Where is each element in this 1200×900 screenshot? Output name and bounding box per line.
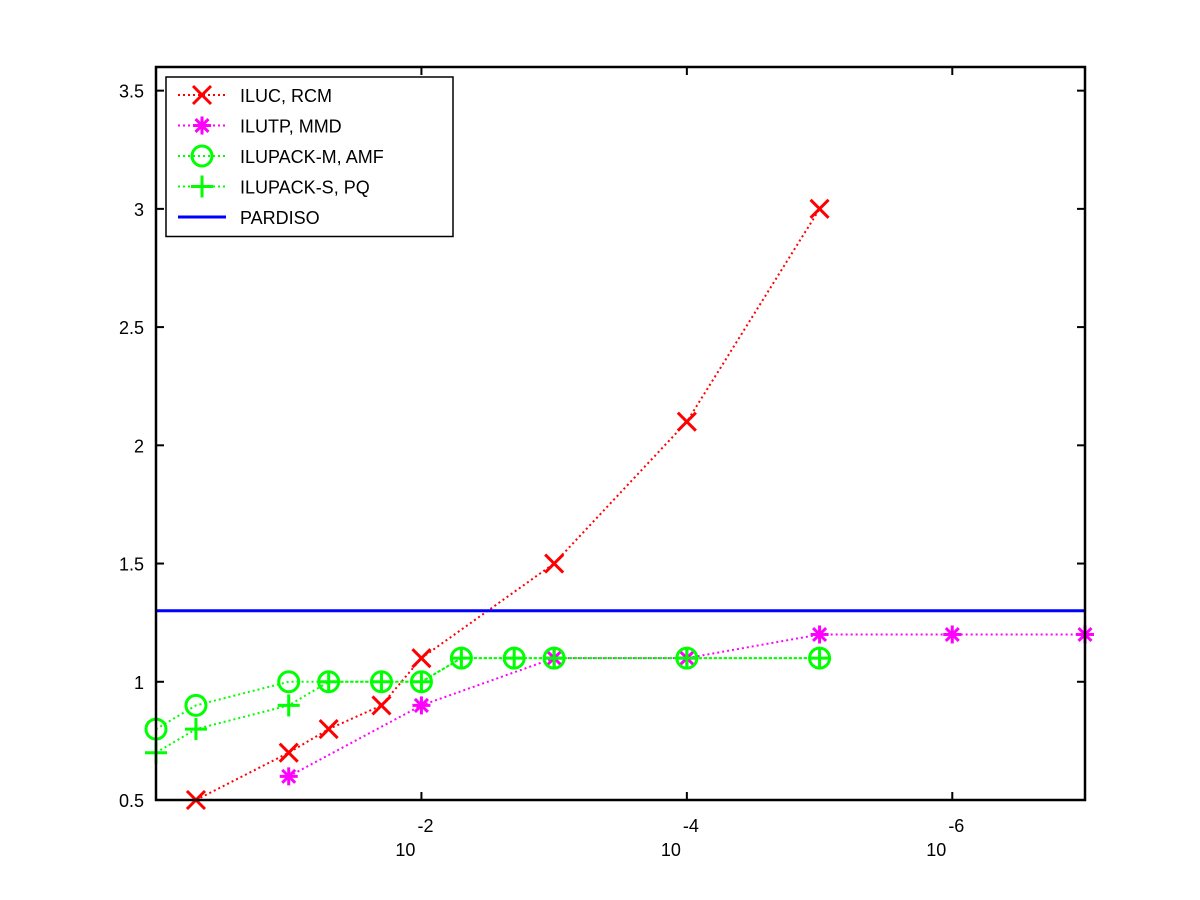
x-tick-label: 10-2 [395, 816, 433, 860]
series-line-iluc-rcm [195, 208, 821, 801]
legend-item: PARDISO [178, 208, 320, 228]
data-point-ilupack-s-pq [317, 670, 340, 693]
y-tick-label: 2 [134, 436, 144, 456]
y-tick-label: 1.5 [119, 555, 144, 575]
series-ilupack-s-pq [145, 647, 831, 764]
legend-item: ILUPACK-S, PQ [178, 175, 370, 198]
data-point-iluc-rcm [809, 198, 830, 219]
x-tick-exponent: -4 [683, 816, 699, 836]
data-point-ilutp-mmd [279, 767, 298, 786]
y-tick-label: 3.5 [119, 82, 144, 102]
legend-item: ILUTP, MMD [178, 116, 342, 137]
y-tick-label: 2.5 [119, 318, 144, 338]
legend-label: ILUTP, MMD [240, 117, 342, 137]
data-point-iluc-rcm [411, 648, 432, 669]
data-point-ilupack-s-pq [675, 647, 698, 670]
x-tick-label: 10-4 [661, 816, 699, 860]
data-point-ilupack-s-pq [277, 694, 300, 717]
legend: ILUC, RCM ILUTP, MMD ILUPACK-M, AMF ILUPACK… [165, 76, 454, 238]
plot-frame [154, 65, 1087, 802]
data-point-iluc-rcm [676, 411, 697, 432]
legend-marker [190, 144, 214, 168]
data-point-ilupack-s-pq [543, 647, 566, 670]
x-tick-exponent: -6 [948, 816, 964, 836]
legend-item: ILUC, RCM [178, 84, 332, 106]
x-tick-exponent: -2 [417, 816, 433, 836]
x-tick-base: 10 [395, 840, 415, 860]
data-point-ilupack-s-pq [450, 647, 473, 670]
legend-label: ILUPACK-S, PQ [240, 178, 370, 198]
data-point-ilupack-s-pq [808, 647, 831, 670]
legend-label: ILUPACK-M, AMF [240, 147, 384, 167]
data-point-iluc-rcm [278, 742, 299, 763]
data-point-ilupack-m-amf [277, 670, 301, 694]
data-point-iluc-rcm [371, 695, 392, 716]
series-line-ilupack-m-amf [155, 657, 820, 730]
y-tick-label: 3 [134, 200, 144, 220]
legend-item: ILUPACK-M, AMF [178, 144, 384, 168]
legend-label: PARDISO [240, 208, 320, 228]
data-point-ilutp-mmd [412, 696, 431, 715]
data-point-ilupack-s-pq [410, 670, 433, 693]
y-tick-label: 0.5 [119, 791, 144, 811]
x-tick-label: 10-6 [926, 816, 964, 860]
data-point-ilupack-s-pq [370, 670, 393, 693]
data-point-ilutp-mmd [810, 625, 829, 644]
data-point-iluc-rcm [544, 553, 565, 574]
y-tick-label: 1 [134, 673, 144, 693]
legend-marker [193, 116, 211, 135]
data-point-ilutp-mmd [943, 625, 962, 644]
x-tick-base: 10 [661, 840, 681, 860]
data-point-ilupack-m-amf [184, 693, 208, 717]
tick-layer: 0.511.522.533.510-210-410-6 [119, 67, 1085, 860]
data-point-ilupack-s-pq [503, 647, 526, 670]
x-tick-base: 10 [926, 840, 946, 860]
legend-label: ILUC, RCM [240, 86, 332, 106]
legend-marker [191, 175, 213, 198]
data-point-iluc-rcm [318, 719, 339, 740]
data-point-ilupack-s-pq [184, 718, 207, 741]
legend-marker [191, 84, 213, 106]
